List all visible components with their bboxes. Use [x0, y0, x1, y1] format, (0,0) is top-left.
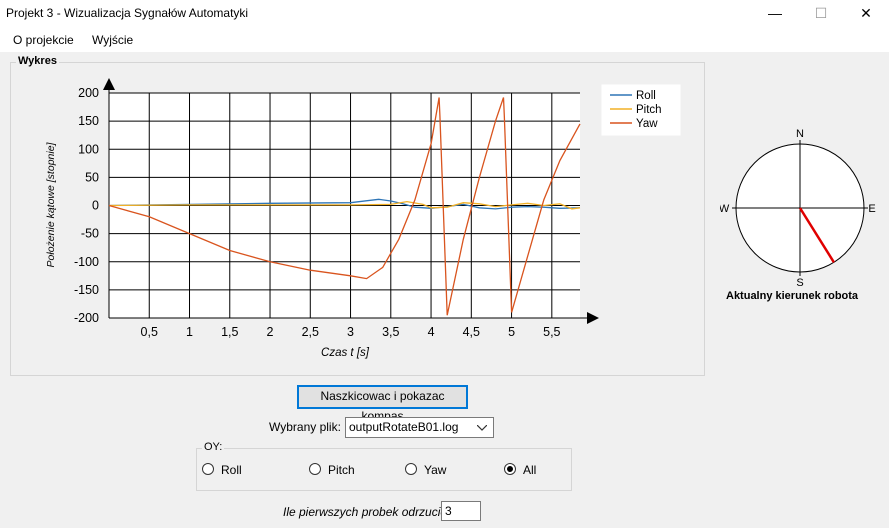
skip-samples-label: Ile pierwszych probek odrzucic: [283, 505, 450, 519]
compass-label-east: E [868, 203, 875, 215]
minimize-button[interactable]: — [768, 5, 782, 21]
skip-samples-input[interactable]: 3 [441, 501, 481, 521]
radio-pitch[interactable] [309, 463, 321, 475]
title-bar: Projekt 3 - Wizualizacja Sygnałów Automa… [0, 0, 889, 28]
compass-label-north: N [796, 128, 804, 140]
menu-exit[interactable]: Wyjście [92, 33, 134, 47]
radio-roll[interactable] [202, 463, 214, 475]
file-select[interactable]: outputRotateB01.log [345, 417, 494, 438]
radio-yaw-label: Yaw [424, 463, 447, 477]
maximize-button[interactable]: ☐ [814, 5, 828, 21]
menu-bar: O projekcie Wyjście [0, 28, 889, 52]
oy-groupbox [196, 448, 572, 491]
menu-about-project[interactable]: O projekcie [13, 33, 74, 47]
draw-compass-button[interactable]: Naszkicowac i pokazac kompas [297, 385, 468, 423]
compass-label-west: W [720, 203, 730, 215]
radio-pitch-label: Pitch [328, 463, 355, 477]
compass-caption: Aktualny kierunek robota [726, 290, 859, 302]
window-title: Projekt 3 - Wizualizacja Sygnałów Automa… [6, 6, 249, 20]
oy-group-title: OY: [202, 441, 225, 453]
compass: N S E W [720, 128, 876, 288]
radio-roll-label: Roll [221, 463, 242, 477]
chart-group-title: Wykres [16, 55, 59, 67]
file-label: Wybrany plik: [269, 420, 341, 434]
radio-all-label: All [523, 463, 537, 477]
compass-label-south: S [796, 277, 803, 288]
chart-groupbox [10, 62, 705, 376]
compass-needle [798, 207, 835, 263]
file-select-value: outputRotateB01.log [349, 420, 459, 434]
radio-yaw[interactable] [405, 463, 417, 475]
radio-all[interactable] [504, 463, 516, 475]
chevron-down-icon [477, 425, 487, 431]
close-button[interactable]: ✕ [860, 5, 872, 21]
